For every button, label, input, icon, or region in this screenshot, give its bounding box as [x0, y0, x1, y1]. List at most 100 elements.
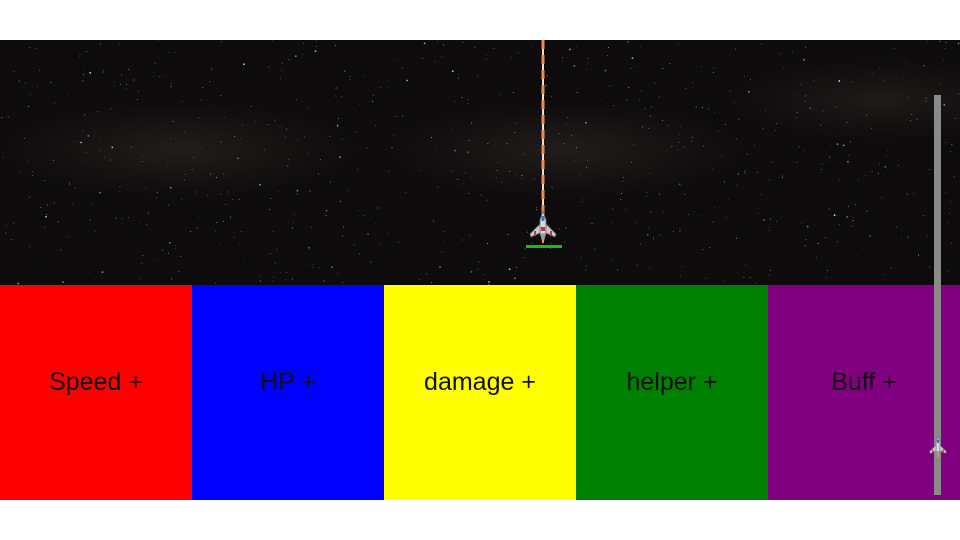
star [736, 138, 737, 140]
star [770, 218, 772, 220]
star [370, 261, 372, 263]
star [277, 191, 279, 193]
damage-upgrade-button[interactable]: damage + [384, 285, 576, 500]
star [680, 126, 682, 128]
star [420, 169, 422, 171]
star [391, 147, 393, 148]
star [871, 73, 873, 75]
star [267, 124, 269, 125]
star [178, 271, 180, 273]
star [303, 42, 305, 44]
star [923, 214, 925, 216]
star [500, 94, 502, 96]
star [110, 108, 112, 110]
star [428, 251, 430, 253]
star [395, 116, 397, 117]
star [854, 204, 856, 206]
star [336, 124, 339, 127]
star [462, 41, 464, 43]
star [232, 199, 234, 201]
star [245, 191, 247, 193]
level-progress-track [934, 95, 941, 495]
hp-upgrade-button[interactable]: HP + [192, 285, 384, 500]
star [229, 218, 231, 220]
star [195, 191, 196, 193]
star [824, 237, 826, 239]
star [880, 197, 882, 199]
star [362, 75, 364, 77]
game-canvas[interactable]: Speed + HP + damage + helper + Buff + [0, 40, 960, 500]
star [861, 247, 863, 249]
star [563, 241, 565, 243]
star [486, 199, 488, 201]
star [142, 156, 144, 158]
star [533, 178, 535, 180]
star [562, 57, 564, 59]
star [583, 283, 585, 285]
star [573, 65, 576, 67]
star [628, 87, 630, 89]
star [234, 135, 235, 137]
star [712, 221, 714, 223]
star [24, 82, 26, 84]
star [338, 118, 340, 120]
star [610, 221, 612, 223]
star [142, 254, 144, 256]
star [783, 66, 785, 68]
star [276, 248, 278, 250]
star [388, 170, 390, 172]
star [401, 115, 403, 117]
star [353, 244, 355, 246]
star [662, 68, 664, 69]
star [721, 154, 723, 156]
star [156, 191, 158, 193]
star [910, 113, 912, 115]
star [562, 201, 564, 203]
star [202, 87, 204, 89]
star [200, 99, 202, 101]
star [521, 178, 522, 180]
star [761, 43, 762, 45]
star [871, 171, 873, 172]
star [115, 217, 117, 219]
star [471, 122, 472, 124]
star [341, 235, 343, 237]
star [518, 52, 520, 54]
star [886, 156, 888, 158]
star [437, 40, 439, 42]
star [356, 169, 358, 171]
star [771, 161, 773, 163]
star [337, 273, 338, 275]
star [734, 48, 736, 50]
helper-upgrade-button[interactable]: helper + [576, 285, 768, 500]
star [62, 281, 64, 283]
star [691, 140, 693, 142]
star [748, 90, 750, 93]
star [762, 128, 764, 130]
player-laser-beam [541, 40, 545, 230]
buff-upgrade-button[interactable]: Buff + [768, 285, 960, 500]
star [653, 237, 655, 239]
star [334, 95, 336, 97]
star [335, 87, 337, 89]
star [325, 209, 328, 212]
star [913, 193, 915, 195]
star [139, 277, 141, 279]
star [133, 223, 135, 225]
star [806, 225, 809, 228]
star [220, 141, 222, 143]
star [233, 236, 235, 238]
star [769, 274, 771, 276]
star [846, 121, 848, 123]
speed-upgrade-button[interactable]: Speed + [0, 285, 192, 500]
star [723, 280, 725, 282]
star [462, 239, 464, 241]
star [237, 157, 239, 160]
star [639, 46, 641, 48]
star [318, 173, 320, 175]
star [714, 111, 715, 113]
star [243, 257, 245, 259]
star [467, 103, 469, 104]
star [825, 132, 827, 134]
star [111, 146, 114, 149]
